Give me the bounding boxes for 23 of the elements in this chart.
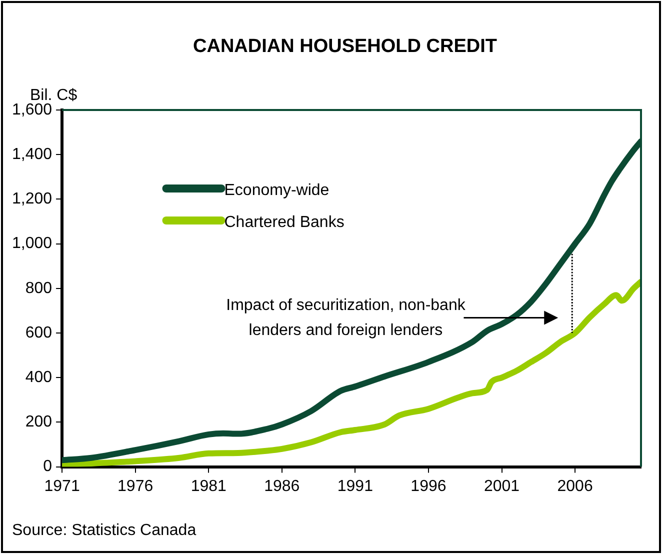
y-tick-label: 1,600 (12, 101, 52, 118)
x-tick-label: 1991 (337, 478, 374, 495)
x-tick-label: 1996 (410, 478, 446, 495)
annotation: Impact of securitization, non-bank lenders and foreign lenders (226, 296, 466, 339)
x-tick-label: 1981 (190, 478, 227, 495)
x-tick-label: 1976 (118, 478, 154, 495)
x-tick-label: 2006 (557, 478, 593, 495)
source-note: Source: Statistics Canada (12, 522, 196, 540)
y-tick-label: 0 (43, 458, 52, 476)
y-tick-label: 1,400 (12, 146, 52, 164)
y-tick-label: 400 (25, 369, 52, 386)
x-tick-label: 2001 (484, 478, 520, 495)
legend-label: Chartered Banks (224, 214, 344, 231)
y-tick-label: 200 (25, 414, 52, 431)
chart-title: CANADIAN HOUSEHOLD CREDIT (193, 36, 498, 57)
y-tick-label: 1,000 (12, 235, 52, 252)
y-tick-label: 600 (25, 324, 52, 342)
x-tick-label: 1971 (44, 478, 80, 495)
legend-label: Economy-wide (224, 182, 330, 199)
y-tick-label: 800 (25, 280, 52, 297)
y-tick-label: 1,200 (12, 190, 52, 208)
y-axis-title: Bil. C$ (30, 87, 78, 104)
x-tick-label: 1986 (264, 478, 300, 495)
